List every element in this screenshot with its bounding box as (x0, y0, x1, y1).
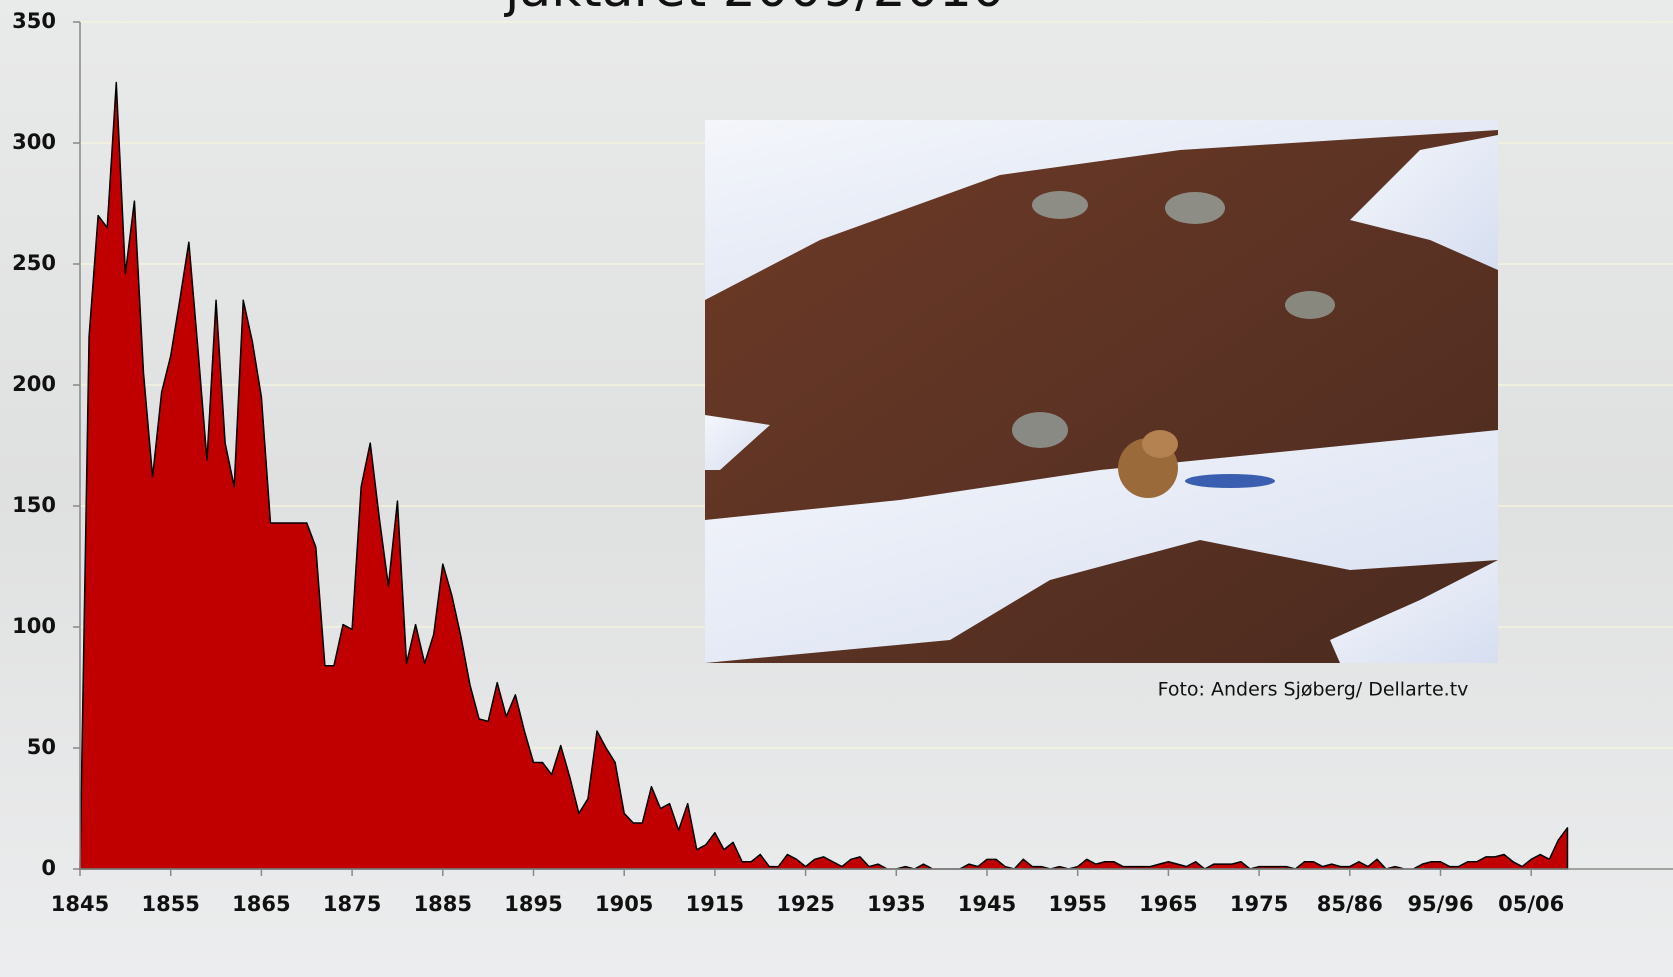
y-tick-label: 250 (12, 251, 56, 275)
y-tick-label: 100 (12, 614, 56, 638)
photo (705, 120, 1498, 663)
x-tick-label: 1935 (867, 892, 925, 916)
y-tick-label: 300 (12, 130, 56, 154)
chart: 0 50 100 150 200 250 300 350 1845 1855 1865 1875 188… (0, 0, 1673, 977)
x-tick-label: 1865 (232, 892, 290, 916)
x-tick-label: 1895 (504, 892, 562, 916)
x-tick-label: 1925 (776, 892, 834, 916)
x-tick-label: 1905 (595, 892, 653, 916)
x-tick-label: 1885 (414, 892, 472, 916)
x-tick-label: 1855 (141, 892, 199, 916)
x-tick-label: 85/86 (1317, 892, 1383, 916)
x-tick-label: 1965 (1139, 892, 1197, 916)
x-tick-label: 1875 (323, 892, 381, 916)
page: 0 50 100 150 200 250 300 350 1845 1855 1865 1875 188… (0, 0, 1673, 977)
x-tick-label: 05/06 (1498, 892, 1564, 916)
x-tick-label: 95/96 (1407, 892, 1473, 916)
x-tick-label: 1915 (686, 892, 744, 916)
y-tick-label: 50 (27, 735, 56, 759)
y-tick-label: 0 (41, 856, 56, 880)
y-tick-label: 150 (12, 493, 56, 517)
y-tick-label: 350 (12, 9, 56, 33)
y-tick-label: 200 (12, 372, 56, 396)
x-tick-label: 1845 (51, 892, 109, 916)
photo-credit: Foto: Anders Sjøberg/ Dellarte.tv (1158, 679, 1469, 701)
x-tick-label: 1945 (958, 892, 1016, 916)
chart-title: jaktåret 2009/2010 (504, 0, 1005, 19)
x-tick-label: 1955 (1048, 892, 1106, 916)
x-tick-label: 1975 (1230, 892, 1288, 916)
